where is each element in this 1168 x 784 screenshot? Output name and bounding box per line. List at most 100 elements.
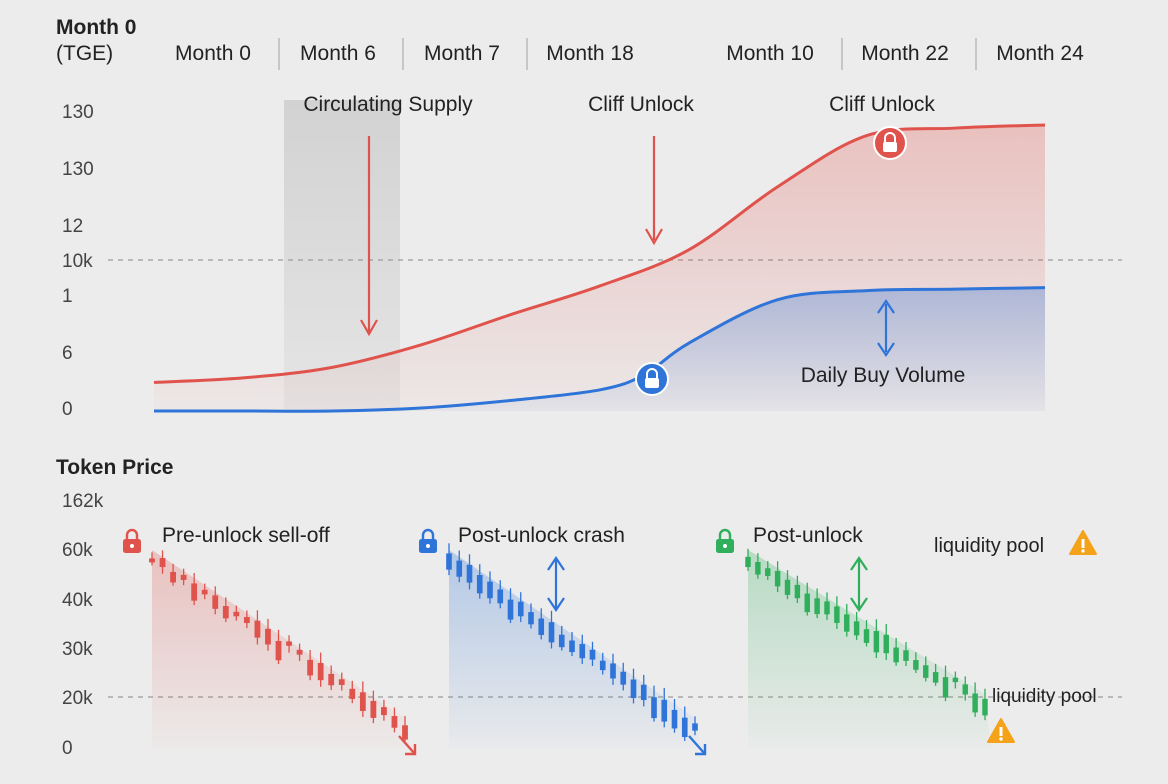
candle [814, 598, 820, 615]
trend-arrow-head [405, 744, 417, 756]
trend-arrow [398, 735, 416, 755]
candle [599, 660, 606, 671]
trend-arrow [688, 735, 706, 755]
candle [381, 707, 387, 716]
candle [942, 677, 949, 698]
down-arrow-icon [645, 136, 663, 246]
candle [844, 614, 850, 632]
lock-icon [635, 362, 669, 396]
candle [446, 553, 452, 570]
candle-area [449, 550, 701, 748]
y-tick-label: 0 [62, 738, 73, 759]
candle [579, 644, 586, 659]
candle [558, 634, 565, 648]
y-tick-label: 10k [62, 251, 93, 272]
month-label: Month 24 [996, 42, 1084, 65]
y-tick-label: 130 [62, 102, 94, 123]
candle-group: Post-unlock crash [419, 524, 707, 756]
candle [201, 589, 208, 595]
candle [507, 599, 514, 620]
candle [517, 601, 524, 617]
candle [972, 693, 978, 713]
month-label: Month 10 [726, 42, 814, 65]
corner-label-tge: (TGE) [56, 42, 113, 65]
timeline-header: Month 0 (TGE) Month 0 Month 6 Month 7 Month… [56, 16, 1084, 70]
group-label: Pre-unlock sell-off [162, 524, 330, 547]
month-label: Month 0 [175, 42, 251, 65]
candle [630, 679, 637, 699]
y-tick-label: 30k [62, 639, 93, 660]
candle [903, 650, 909, 661]
candle [661, 699, 668, 722]
candle [391, 716, 398, 728]
candle [233, 611, 240, 617]
trend-arrow-head [695, 744, 707, 756]
candle [610, 663, 616, 679]
candle [982, 698, 988, 716]
bottom-y-axis-ticks: 162k 60k 40k 30k 20k 0 [62, 491, 104, 759]
candle [180, 574, 187, 580]
chart-title: Token Price [56, 456, 174, 479]
candle [456, 560, 463, 577]
month-labels: Month 0 Month 6 Month 7 Month 18 Month 10 Mon… [175, 42, 1084, 65]
candle [349, 688, 356, 699]
annotation-circulating-supply: Circulating Supply [303, 93, 473, 116]
y-tick-label: 130 [62, 159, 94, 180]
candle [893, 647, 899, 663]
candle [824, 601, 830, 615]
double-arrow-head [547, 597, 565, 612]
month-dividers [278, 38, 977, 70]
candle [528, 612, 534, 625]
candle [487, 581, 493, 599]
double-arrow-head [547, 556, 565, 571]
candle [620, 671, 627, 685]
candle [692, 723, 698, 731]
candle-group: Post-unlock [716, 524, 991, 748]
warning-icon [987, 718, 1015, 743]
candle [191, 583, 198, 601]
candle [651, 697, 657, 719]
y-tick-label: 6 [62, 343, 73, 364]
candle-area [152, 550, 411, 748]
candle [243, 617, 250, 624]
lock-icon [873, 126, 907, 160]
annotation-cliff-unlock-1: Cliff Unlock [588, 93, 694, 116]
candle [784, 579, 791, 595]
side-label-liquidity-pool: liquidity pool [992, 686, 1097, 707]
group-label: Post-unlock crash [458, 524, 625, 547]
candle [170, 571, 176, 583]
double-arrow-head [850, 556, 868, 571]
candle [296, 649, 303, 655]
month-label: Month 6 [300, 42, 376, 65]
annotation-cliff-unlock-2: Cliff Unlock [829, 93, 935, 116]
candle [402, 725, 408, 740]
double-arrow-icon [877, 299, 895, 357]
candle [913, 660, 919, 670]
candle [338, 679, 345, 685]
candle [794, 584, 801, 599]
candle [853, 621, 860, 636]
candle [307, 659, 314, 676]
candle [962, 684, 968, 695]
y-tick-label: 0 [62, 399, 73, 420]
candle [834, 606, 840, 623]
candle [952, 677, 959, 683]
candle-groups: Pre-unlock sell-off Post-unlock crash Post… [123, 524, 991, 756]
daily-buy-volume-area [154, 287, 1045, 412]
candle [640, 684, 647, 701]
candle [804, 593, 810, 613]
group-label: Post-unlock [753, 524, 863, 547]
y-tick-label: 12 [62, 216, 83, 237]
candle [671, 709, 678, 729]
down-arrow-icon [360, 136, 378, 337]
candle [254, 620, 261, 638]
top-y-axis-ticks: 130 130 12 10k 1 6 0 [62, 102, 94, 420]
candle [497, 589, 504, 604]
candle [286, 641, 292, 646]
candle [548, 622, 555, 643]
candle [159, 558, 166, 568]
candle [538, 618, 545, 635]
lock-icon [123, 528, 141, 553]
y-tick-label: 162k [62, 491, 104, 512]
y-tick-label: 1 [62, 286, 73, 307]
